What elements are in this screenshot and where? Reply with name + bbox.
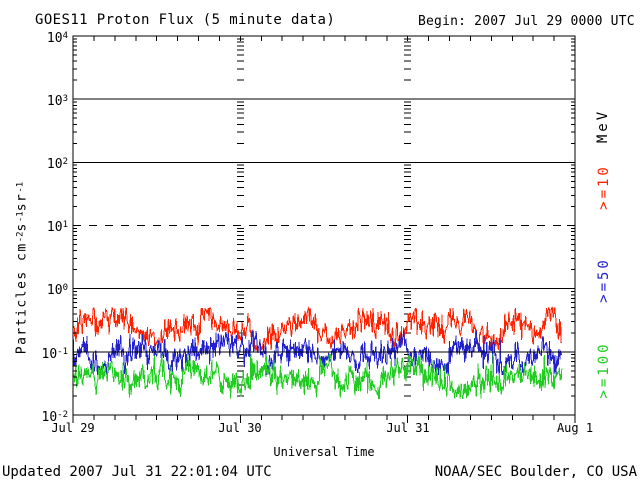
- y-tick-label: 100: [46, 283, 68, 298]
- legend-unit-label: MeV: [595, 108, 611, 144]
- y-tick-label: 10-2: [41, 410, 69, 425]
- x-tick-label: Jul 29: [51, 421, 95, 435]
- legend-item-ge100: >=100: [596, 341, 612, 399]
- series-trace-gege100: [72, 353, 563, 399]
- y-tick-label: 103: [46, 94, 68, 109]
- legend-item-ge50: >=50: [596, 257, 612, 303]
- y-tick-label: 102: [46, 157, 68, 172]
- x-tick-label: Aug 1: [556, 421, 594, 435]
- series-trace-gege10: [72, 306, 562, 352]
- y-tick-label: 104: [46, 31, 68, 46]
- begin-timestamp: Begin: 2007 Jul 29 0000 UTC: [418, 14, 635, 29]
- y-tick-label: 101: [46, 220, 68, 235]
- x-tick-label: Jul 31: [386, 421, 430, 435]
- x-axis-label: Universal Time: [273, 445, 375, 459]
- footer-updated-timestamp: Updated 2007 Jul 31 22:01:04 UTC: [2, 464, 272, 480]
- legend-item-ge10: >=10: [596, 164, 612, 210]
- chart-title: GOES11 Proton Flux (5 minute data): [35, 12, 336, 28]
- x-tick-label: Jul 30: [218, 421, 262, 435]
- y-axis-label: Particles cm-2s-1sr-1: [14, 181, 30, 355]
- y-tick-label: 10-1: [41, 347, 69, 362]
- footer-source: NOAA/SEC Boulder, CO USA: [434, 464, 637, 480]
